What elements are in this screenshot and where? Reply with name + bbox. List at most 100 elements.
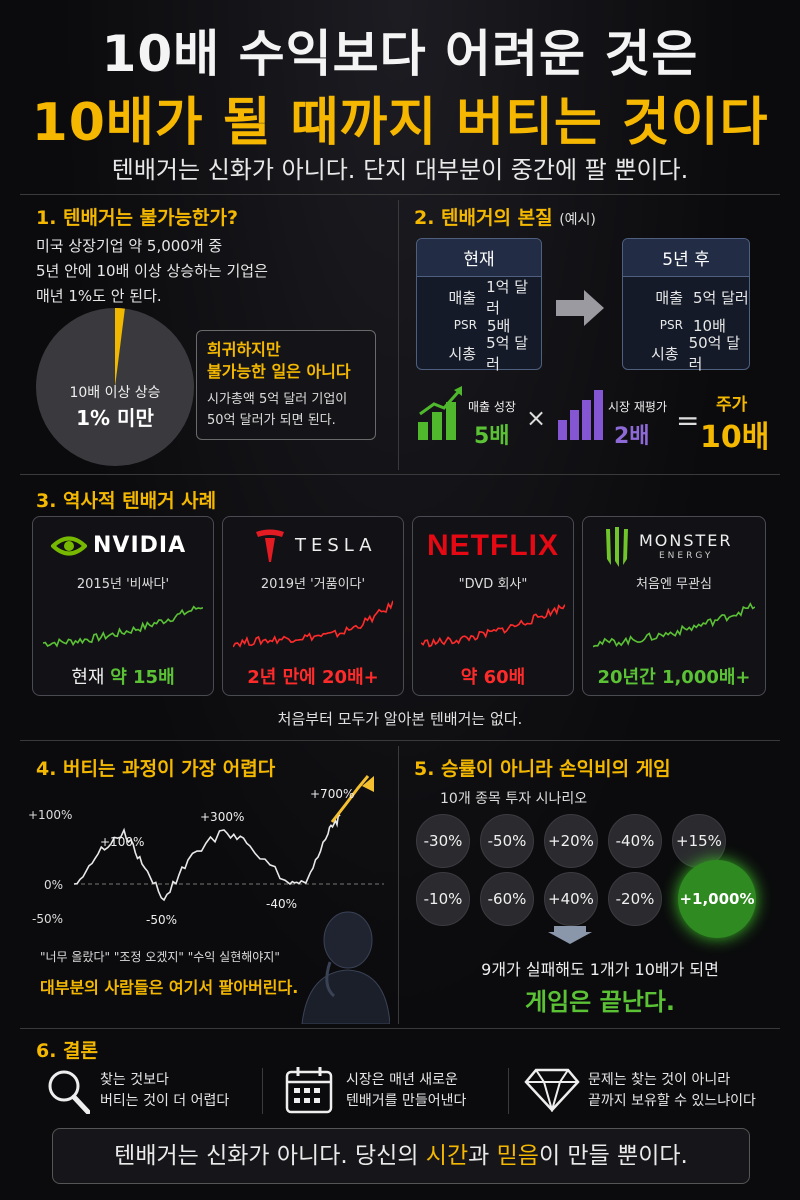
arrow-down-icon — [548, 926, 592, 944]
price-label: 주가 — [716, 395, 748, 415]
conclusion-line: 끝까지 보유할 수 있느냐이다 — [588, 1093, 756, 1109]
divider — [20, 194, 780, 195]
brand-name: MONSTER — [639, 531, 733, 550]
nvidia-eye-icon — [51, 536, 87, 556]
callout-body-line: 시가총액 5억 달러 기업이 — [207, 392, 348, 407]
result-prefix: 2년 만에 — [247, 667, 316, 688]
case-result: 20년간 1,000배+ — [583, 663, 765, 689]
banner-text: 이 만들 뿐이다. — [538, 1143, 688, 1169]
section5-line2: 게임은 끝난다. — [525, 988, 675, 1016]
arrow-up-icon — [362, 776, 374, 792]
divider — [398, 200, 399, 470]
seller-quotes: "너무 올랐다" "조정 오겠지" "수익 실현해야지" — [40, 950, 280, 964]
result-prefix: 20년간 — [597, 667, 656, 688]
trough-label: -50% — [146, 913, 177, 927]
diamond-icon — [524, 1068, 580, 1112]
uptrend-arrow-line — [330, 775, 370, 823]
divider — [508, 1068, 509, 1114]
divider — [262, 1068, 263, 1114]
conclusion-item: 찾는 것보다 버티는 것이 더 어렵다 — [100, 1070, 229, 1112]
case-card-tesla: TESLA 2019년 '거품이다' 2년 만에 20배+ — [222, 516, 404, 696]
callout-title-line: 불가능한 일은 아니다 — [207, 362, 351, 381]
holding-chart: +100% 0% -50% +100% +300% +700% -50% -40… — [28, 775, 384, 927]
result-value: 20배+ — [322, 667, 379, 688]
axis-label: +100% — [28, 808, 72, 822]
stock-result-circle: -60% — [480, 872, 534, 926]
equals-sign: = — [676, 404, 700, 437]
section3-heading: 3. 역사적 텐배거 사례 — [36, 490, 217, 512]
case-card-monster: MONSTER ENERGY 처음엔 무관심 20년간 1,000배+ — [582, 516, 766, 696]
now-box: 현재 매출 1억 달러 PSR 5배 시총 5억 달러 — [416, 238, 542, 373]
stock-result-circle: -50% — [480, 814, 534, 868]
axis-label: 0% — [44, 878, 63, 892]
tesla-t-icon — [256, 529, 284, 562]
now-value: 5억 달러 — [486, 334, 529, 373]
now-title: 현재 — [417, 239, 541, 277]
main-title-line2: 10배가 될 때까지 버티는 것이다 — [31, 93, 769, 153]
conclusion-line: 찾는 것보다 — [100, 1072, 169, 1088]
peak-label: +100% — [100, 835, 144, 849]
monster-claw-icon — [606, 527, 628, 567]
section5-line1: 9개가 실패해도 1개가 10배가 되면 — [481, 960, 719, 979]
calendar-icon — [285, 1067, 333, 1114]
price-value: 10배 — [700, 420, 770, 455]
now-value: 5배 — [487, 316, 511, 335]
peak-label: +700% — [310, 787, 354, 801]
callout-title-line: 희귀하지만 — [207, 340, 281, 359]
stock-line-path — [593, 602, 755, 648]
case-result: 2년 만에 20배+ — [223, 663, 403, 689]
section2-heading-note: (예시) — [559, 212, 596, 228]
conclusion-line: 텐배거를 만들어낸다 — [346, 1093, 467, 1109]
stock-result-circle: -30% — [416, 814, 470, 868]
later-value: 5억 달러 — [693, 288, 749, 307]
callout-body-line: 50억 달러가 되면 된다. — [207, 413, 336, 428]
conclusion-item: 시장은 매년 새로운 텐배거를 만들어낸다 — [346, 1070, 466, 1112]
section2-heading-text: 2. 텐배거의 본질 — [414, 207, 553, 229]
case-result: 약 60배 — [413, 663, 573, 689]
brand-name: NVIDIA — [93, 533, 187, 558]
brand-name: NETFLIX — [427, 529, 559, 562]
later-value: 10배 — [693, 316, 726, 335]
stock-line-path — [421, 604, 565, 648]
pie-chart — [36, 307, 194, 466]
conclusion-item: 문제는 찾는 것이 아니라 끝까지 보유할 수 있느냐이다 — [588, 1070, 756, 1112]
later-value: 50억 달러 — [688, 334, 741, 373]
divider — [20, 1028, 780, 1029]
journey-line — [73, 812, 341, 902]
thinking-person-icon — [301, 911, 390, 1024]
callout-title: 희귀하지만 불가능한 일은 아니다 — [207, 339, 351, 383]
stock-line-path — [233, 600, 393, 648]
axis-label: -50% — [32, 912, 63, 926]
brand-name: TESLA — [295, 535, 377, 556]
winner-circle: +1,000% — [678, 860, 756, 938]
trough-label: -40% — [266, 897, 297, 911]
result-value: 약 15배 — [110, 667, 175, 688]
growth-value: 5배 — [474, 424, 510, 449]
result-value: 약 60배 — [460, 667, 526, 688]
section1-line: 미국 상장기업 약 5,000개 중 — [36, 237, 223, 255]
case-result: 현재 약 15배 — [33, 663, 213, 689]
case-caption: 2019년 '거품이다' — [260, 577, 366, 592]
banner-text: 텐배거는 신화가 아니다. 당신의 — [114, 1143, 426, 1169]
section4-conclusion: 대부분의 사람들은 여기서 팔아버린다. — [40, 978, 299, 997]
case-caption: 2015년 '비싸다' — [76, 577, 170, 592]
callout-body: 시가총액 5억 달러 기업이 50억 달러가 되면 된다. — [207, 389, 347, 431]
rerating-bars-icon — [558, 390, 603, 440]
now-key: 시총 — [448, 344, 477, 363]
stock-line — [421, 604, 565, 648]
pie-value: 1% 미만 — [76, 406, 154, 430]
now-value: 1억 달러 — [486, 278, 529, 317]
section3-footnote: 처음부터 모두가 알아본 텐배거는 없다. — [277, 710, 523, 728]
stock-result-circle: -20% — [608, 872, 662, 926]
pie-slice-1pct — [115, 307, 125, 387]
section5-heading: 5. 승률이 아니라 손익비의 게임 — [414, 758, 671, 780]
now-key: 매출 — [448, 288, 477, 307]
banner-highlight: 믿음 — [496, 1143, 539, 1169]
section1-line: 5년 안에 10배 이상 상승하는 기업은 — [36, 262, 268, 280]
divider — [20, 474, 780, 475]
section4-heading: 4. 버티는 과정이 가장 어렵다 — [36, 758, 276, 780]
result-prefix: 현재 — [71, 667, 105, 688]
now-key: PSR — [453, 318, 477, 332]
case-card-netflix: NETFLIX "DVD 회사" 약 60배 — [412, 516, 574, 696]
later-box: 5년 후 매출 5억 달러 PSR 10배 시총 50억 달러 — [622, 238, 750, 373]
